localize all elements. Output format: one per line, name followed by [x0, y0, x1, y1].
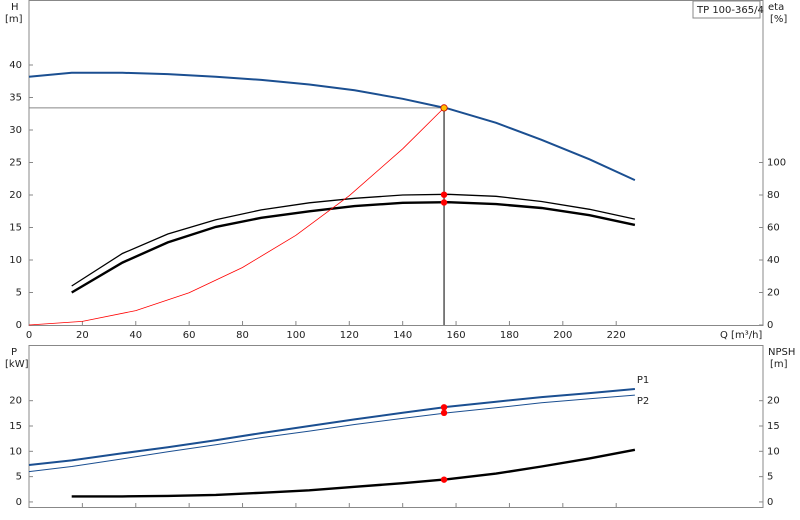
series-label: P2 — [637, 396, 649, 407]
duty-marker — [440, 404, 448, 411]
duty-marker — [440, 104, 448, 112]
series-label: P1 — [637, 375, 649, 386]
y-tick-label: 0 — [16, 320, 22, 331]
y2-tick-label: 100 — [767, 158, 786, 169]
y2-tick-label: 0 — [767, 497, 773, 508]
x-tick-label: 0 — [26, 330, 32, 341]
series-line — [28, 107, 445, 326]
y2-axis-label: NPSH — [768, 347, 795, 358]
duty-marker — [440, 409, 448, 417]
series-line — [28, 71, 636, 182]
y-tick-label: 10 — [9, 446, 22, 457]
y-tick-label: 20 — [9, 396, 22, 407]
y2-axis-unit: [m] — [770, 359, 788, 370]
y-tick-label: 25 — [9, 158, 22, 169]
series-line — [71, 200, 636, 294]
y2-tick-label: 80 — [767, 190, 780, 201]
x-tick-label: 220 — [607, 330, 626, 341]
series-line — [28, 394, 635, 473]
y-tick-label: 10 — [9, 255, 22, 266]
y-axis-label: H — [11, 2, 19, 13]
duty-marker — [440, 191, 448, 198]
y2-tick-label: 0 — [767, 320, 773, 331]
y-axis-label: P — [11, 347, 17, 358]
title-box — [692, 0, 761, 19]
y-axis-unit: [m] — [5, 14, 23, 25]
y-tick-label: 15 — [9, 223, 22, 234]
y2-tick-label: 5 — [767, 472, 773, 483]
y2-tick-label: 20 — [767, 288, 780, 299]
series-line — [71, 193, 636, 287]
y2-tick-label: 15 — [767, 421, 780, 432]
y-tick-label: 5 — [16, 472, 22, 483]
x-tick-label: 120 — [340, 330, 359, 341]
series-line — [28, 388, 635, 466]
x-tick-label: 60 — [183, 330, 196, 341]
y-axis-unit: [kW] — [5, 359, 29, 370]
x-tick-label: 20 — [76, 330, 89, 341]
x-tick-label: 40 — [129, 330, 142, 341]
plot-frame — [28, 0, 764, 326]
duty-marker — [440, 476, 448, 483]
x-tick-label: 140 — [393, 330, 412, 341]
y-tick-label: 5 — [16, 288, 22, 299]
y2-tick-label: 40 — [767, 255, 780, 266]
y-tick-label: 0 — [16, 497, 22, 508]
x-tick-label: 160 — [447, 330, 466, 341]
y2-axis-unit: [%] — [770, 14, 787, 25]
x-tick-label: 200 — [553, 330, 572, 341]
y2-tick-label: 60 — [767, 223, 780, 234]
y-tick-label: 30 — [9, 125, 22, 136]
y-tick-label: 15 — [9, 421, 22, 432]
series-line — [71, 448, 636, 498]
x-tick-label: 180 — [500, 330, 519, 341]
y-tick-label: 40 — [9, 60, 22, 71]
y2-axis-label: eta — [768, 2, 784, 13]
x-tick-label: 80 — [236, 330, 249, 341]
y-tick-label: 35 — [9, 93, 22, 104]
y-tick-label: 20 — [9, 190, 22, 201]
y2-tick-label: 10 — [767, 446, 780, 457]
duty-marker — [440, 199, 448, 206]
y2-tick-label: 20 — [767, 396, 780, 407]
title: TP 100-365/4 — [696, 5, 764, 16]
x-tick-label: 100 — [286, 330, 305, 341]
x-axis-label: Q [m³/h] — [720, 330, 762, 341]
